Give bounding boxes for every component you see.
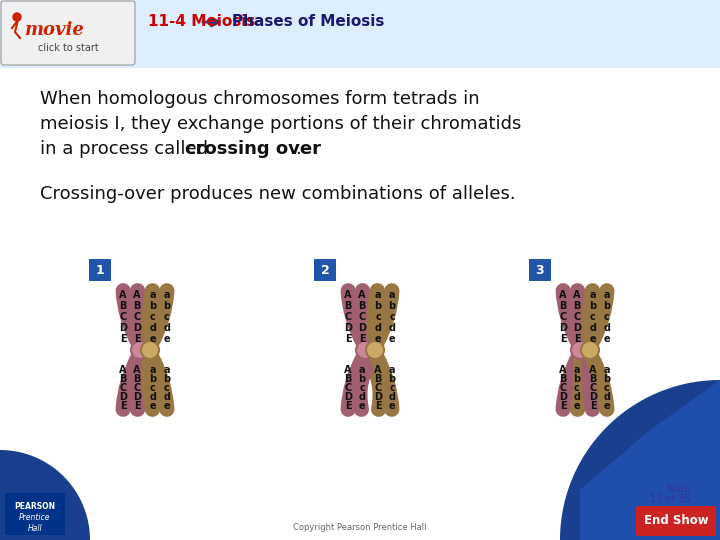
Text: D: D: [133, 392, 141, 402]
Text: 1: 1: [96, 264, 104, 276]
Text: C: C: [344, 383, 351, 393]
FancyBboxPatch shape: [529, 259, 551, 281]
Text: E: E: [359, 334, 365, 344]
Text: d: d: [359, 392, 366, 402]
Text: D: D: [133, 323, 141, 333]
Text: C: C: [344, 312, 351, 322]
Text: B: B: [589, 374, 597, 384]
Text: b: b: [603, 301, 611, 311]
Text: b: b: [150, 374, 156, 384]
Text: Copyright Pearson Prentice Hall: Copyright Pearson Prentice Hall: [293, 523, 427, 531]
Text: a: a: [604, 290, 611, 300]
Circle shape: [141, 341, 159, 359]
Text: Phases of Meiosis: Phases of Meiosis: [232, 15, 384, 30]
Text: E: E: [345, 334, 351, 344]
Text: c: c: [604, 312, 610, 322]
Text: D: D: [344, 392, 352, 402]
Text: movie: movie: [25, 21, 85, 39]
Text: Hall: Hall: [27, 524, 42, 533]
Text: A: A: [344, 290, 352, 300]
Text: d: d: [389, 323, 395, 333]
Circle shape: [13, 13, 21, 21]
Text: d: d: [374, 323, 382, 333]
Text: D: D: [559, 323, 567, 333]
Text: e: e: [603, 401, 611, 411]
Text: c: c: [150, 312, 156, 322]
Text: d: d: [590, 323, 596, 333]
Text: meiosis I, they exchange portions of their chromatids: meiosis I, they exchange portions of the…: [40, 115, 521, 133]
Text: a: a: [359, 365, 365, 375]
Text: Crossing-over produces new combinations of alleles.: Crossing-over produces new combinations …: [40, 185, 516, 203]
Text: a: a: [389, 290, 395, 300]
Text: c: c: [389, 383, 395, 393]
Text: A: A: [573, 290, 581, 300]
Text: C: C: [573, 312, 580, 322]
Circle shape: [366, 341, 384, 359]
Text: a: a: [150, 365, 156, 375]
Text: c: c: [574, 383, 580, 393]
Text: E: E: [134, 334, 140, 344]
Text: C: C: [559, 383, 567, 393]
Text: A: A: [559, 290, 567, 300]
Circle shape: [571, 341, 589, 359]
Text: click to start: click to start: [37, 43, 99, 53]
Text: B: B: [133, 374, 140, 384]
Text: A: A: [344, 365, 352, 375]
Text: b: b: [603, 374, 611, 384]
Text: a: a: [163, 290, 170, 300]
Polygon shape: [580, 380, 720, 540]
Text: d: d: [603, 392, 611, 402]
Text: a: a: [389, 365, 395, 375]
Text: B: B: [344, 374, 351, 384]
Text: 3: 3: [536, 264, 544, 276]
Text: e: e: [359, 401, 365, 411]
Text: e: e: [574, 401, 580, 411]
Text: A: A: [589, 365, 597, 375]
Polygon shape: [560, 380, 720, 540]
Text: e: e: [150, 334, 156, 344]
Circle shape: [131, 341, 149, 359]
Text: c: c: [375, 312, 381, 322]
Text: d: d: [163, 392, 171, 402]
Text: B: B: [559, 374, 567, 384]
Text: C: C: [133, 312, 140, 322]
Text: a: a: [150, 290, 156, 300]
Text: .: .: [295, 140, 301, 158]
Text: A: A: [133, 365, 140, 375]
Text: a: a: [163, 365, 170, 375]
Text: A: A: [120, 365, 127, 375]
Text: E: E: [120, 334, 126, 344]
Text: b: b: [388, 301, 395, 311]
Text: B: B: [344, 301, 351, 311]
Circle shape: [581, 341, 599, 359]
Text: C: C: [120, 312, 127, 322]
Text: A: A: [359, 290, 366, 300]
Text: D: D: [119, 392, 127, 402]
Text: e: e: [590, 334, 596, 344]
Text: b: b: [388, 374, 395, 384]
Text: A: A: [559, 365, 567, 375]
Text: b: b: [359, 374, 366, 384]
Text: d: d: [150, 323, 156, 333]
Text: e: e: [389, 401, 395, 411]
Text: e: e: [150, 401, 156, 411]
Text: c: c: [150, 383, 156, 393]
Text: in a process called: in a process called: [40, 140, 214, 158]
Text: E: E: [559, 334, 567, 344]
Text: d: d: [163, 323, 171, 333]
Text: e: e: [163, 334, 171, 344]
Text: crossing over: crossing over: [185, 140, 321, 158]
Text: C: C: [359, 312, 366, 322]
Text: C: C: [133, 383, 140, 393]
Text: c: c: [590, 312, 596, 322]
Text: B: B: [120, 301, 127, 311]
Text: c: c: [164, 383, 170, 393]
Text: d: d: [603, 323, 611, 333]
Text: a: a: [574, 365, 580, 375]
Text: d: d: [389, 392, 395, 402]
Text: b: b: [590, 301, 597, 311]
Text: C: C: [559, 312, 567, 322]
Text: D: D: [573, 323, 581, 333]
Text: C: C: [120, 383, 127, 393]
